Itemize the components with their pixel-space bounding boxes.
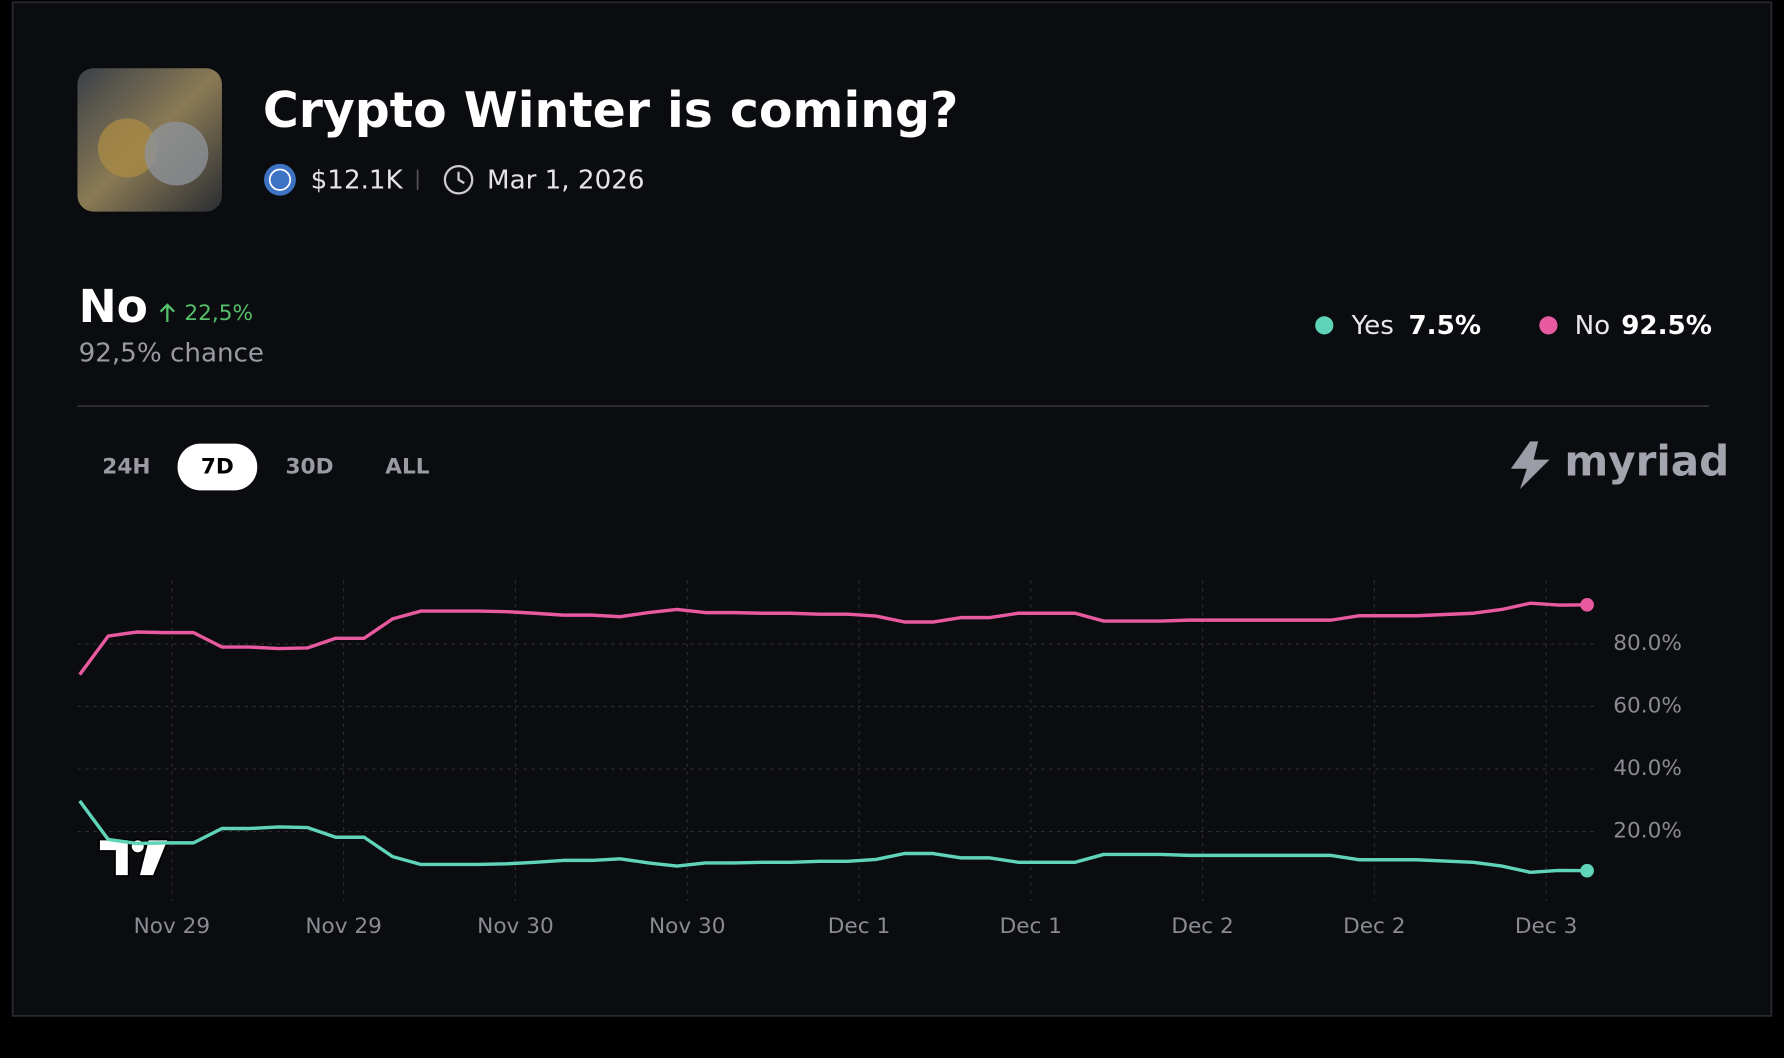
y-tick-label: 60.0%: [1613, 693, 1682, 718]
chart: 20.0% 40.0% 60.0% 80.0% Nov 29 Nov 29 Nov 30 No…: [77, 580, 1682, 939]
outcome: No: [79, 280, 148, 333]
usdc-icon: [264, 163, 296, 196]
x-tick-label: Dec 1: [1000, 914, 1062, 939]
end-point: [1580, 597, 1594, 612]
coin-icon: [144, 121, 209, 186]
legend-value: 92.5%: [1621, 311, 1712, 341]
legend-name: Yes: [1351, 311, 1394, 341]
legend-dot: [1539, 316, 1558, 335]
series-line: [78, 601, 1588, 676]
tab-pill: [177, 443, 258, 491]
x-tick-label: Nov 30: [477, 914, 554, 939]
tab-label: 7D: [201, 455, 234, 480]
card: [11, 1, 1773, 1017]
tab-label: ALL: [385, 455, 429, 480]
market-title: Crypto Winter is coming?: [263, 82, 959, 139]
tab[interactable]: 30D: [286, 455, 334, 480]
chance: 92,5% chance: [79, 338, 264, 368]
tab[interactable]: 24H: [102, 455, 150, 480]
tab[interactable]: 7D: [177, 443, 258, 491]
end-date: Mar 1, 2026: [487, 165, 645, 195]
x-tick-label: Dec 3: [1515, 914, 1577, 939]
volume: $12.1K: [311, 165, 404, 195]
tab[interactable]: ALL: [385, 455, 429, 480]
up-arrow: [159, 303, 175, 322]
coin-icon: [97, 118, 158, 178]
legend-dot: [1315, 316, 1334, 335]
x-tick-label: Nov 29: [134, 914, 211, 939]
brand-icon: [1510, 441, 1550, 490]
tab-label: 24H: [102, 455, 150, 480]
y-tick-label: 20.0%: [1613, 819, 1682, 844]
usdc-icon-ring: [268, 168, 292, 191]
x-tick-label: Dec 1: [828, 914, 890, 939]
y-tick-label: 80.0%: [1613, 631, 1682, 656]
clock-hands: [457, 171, 465, 185]
legend-value: 7.5%: [1408, 311, 1481, 341]
x-tick-label: Dec 2: [1343, 914, 1405, 939]
brand: myriad: [1564, 437, 1729, 486]
end-point: [1580, 863, 1594, 878]
change: 22,5%: [184, 301, 253, 326]
x-tick-label: Nov 30: [649, 914, 726, 939]
y-tick-label: 40.0%: [1613, 756, 1682, 781]
x-tick-label: Nov 29: [305, 914, 382, 939]
x-tick-label: Dec 2: [1171, 914, 1233, 939]
tab-label: 30D: [286, 455, 334, 480]
legend-name: No: [1575, 311, 1611, 341]
clock-icon: [443, 164, 474, 195]
series-line: [78, 799, 1588, 874]
